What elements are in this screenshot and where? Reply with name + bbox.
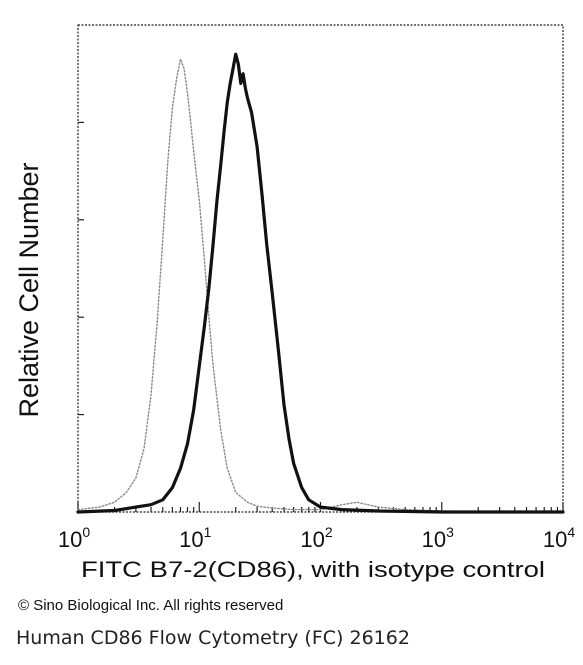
isotype-control-histogram (77, 58, 564, 513)
series-layer (76, 52, 565, 514)
x-tick-label: 104 (543, 524, 575, 552)
x-tick-label: 102 (300, 524, 332, 552)
x-axis-tick-labels: 100 101 102 103 104 (58, 524, 575, 552)
cd86-histogram (76, 52, 565, 514)
x-tick-label: 100 (58, 524, 90, 552)
flow-cytometry-chart: 100 101 102 103 104 Relative Cell Number FIT… (14, 24, 575, 582)
y-axis-label: Relative Cell Number (14, 162, 44, 417)
plot-frame (77, 24, 564, 513)
x-tick-label: 101 (179, 524, 211, 552)
y-axis-ticks (78, 121, 84, 416)
x-axis-label: FITC B7-2(CD86), with isotype control (81, 557, 545, 582)
plot-border (77, 24, 564, 513)
figure-caption: Human CD86 Flow Cytometry (FC) 26162 (16, 627, 410, 649)
copyright-notice: © Sino Biological Inc. All rights reserv… (18, 597, 284, 614)
x-tick-label: 103 (422, 524, 454, 552)
